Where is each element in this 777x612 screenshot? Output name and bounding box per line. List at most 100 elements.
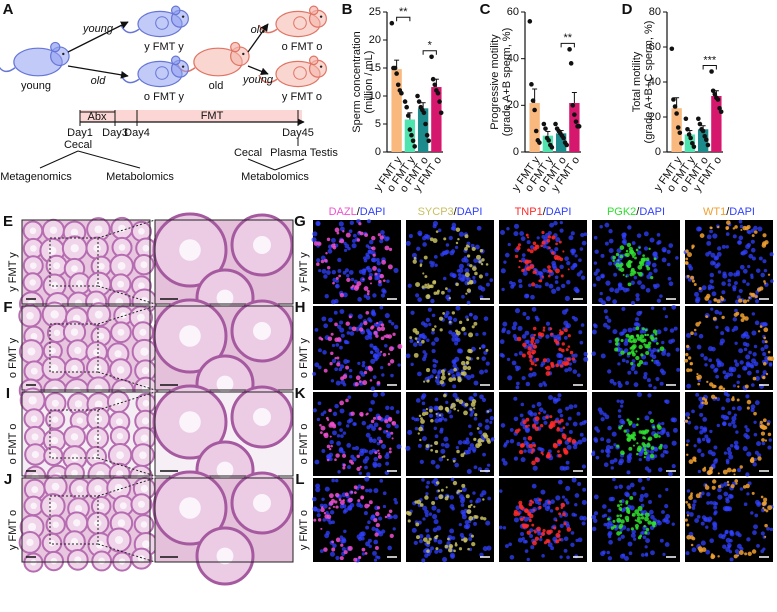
nucleus — [603, 323, 608, 328]
nucleus — [334, 367, 338, 371]
y-tick-label: 15 — [369, 62, 381, 74]
stain-signal — [467, 288, 471, 292]
nucleus — [557, 409, 562, 414]
nucleus — [434, 550, 438, 554]
nucleus — [594, 324, 598, 328]
nucleus — [601, 449, 605, 453]
stain-signal — [694, 457, 696, 459]
nucleus — [349, 375, 352, 378]
stain-signal — [701, 402, 704, 405]
nucleus — [486, 283, 490, 287]
nucleus — [747, 243, 751, 247]
nucleus — [526, 382, 531, 387]
stain-signal — [742, 316, 745, 319]
stain-signal — [555, 519, 557, 521]
stain-signal — [539, 279, 542, 282]
nucleus — [650, 350, 654, 354]
data-point — [408, 127, 413, 132]
nucleus — [627, 371, 631, 375]
stain-signal — [628, 283, 632, 287]
stain-signal — [651, 446, 655, 450]
stain-signal — [624, 253, 627, 256]
nucleus — [571, 354, 574, 357]
stain-signal — [527, 346, 531, 350]
stain-signal — [738, 298, 742, 302]
panel-letter: I — [6, 385, 10, 402]
stain-signal — [644, 334, 646, 336]
nucleus — [383, 491, 387, 495]
stain-signal — [607, 518, 610, 521]
nucleus — [316, 221, 321, 226]
stain-signal — [377, 416, 381, 420]
nucleus — [637, 280, 642, 285]
nucleus — [582, 516, 587, 521]
nucleus — [606, 551, 610, 555]
stain-signal — [626, 250, 628, 252]
nucleus — [515, 368, 519, 372]
fluorescence-image — [311, 219, 401, 304]
nucleus — [754, 433, 758, 437]
nucleus — [512, 361, 517, 366]
nucleus — [625, 381, 629, 385]
stain-signal — [320, 508, 324, 512]
stain-signal — [616, 253, 619, 256]
stain-signal — [564, 363, 567, 366]
stain-signal — [687, 275, 690, 278]
nucleus — [734, 342, 737, 345]
stain-signal — [562, 342, 565, 345]
fluorescence-image — [312, 477, 401, 563]
stain-signal — [562, 250, 564, 252]
data-point — [528, 19, 533, 24]
nucleus — [477, 226, 482, 231]
lumen — [32, 451, 39, 458]
nucleus — [735, 362, 739, 366]
lumen — [31, 486, 38, 493]
nucleus — [725, 530, 729, 534]
nucleus — [701, 540, 706, 545]
stain-signal — [426, 408, 428, 410]
stain-signal — [640, 353, 643, 356]
nucleus — [372, 293, 376, 297]
nucleus — [583, 357, 588, 362]
stain-signal — [706, 294, 710, 298]
nucleus — [371, 311, 376, 316]
nucleus — [333, 412, 337, 416]
nucleus — [324, 533, 329, 538]
stain-signal — [340, 544, 343, 547]
stain-signal — [532, 271, 535, 274]
nucleus — [425, 492, 428, 495]
stain-signal — [702, 468, 706, 472]
nucleus — [618, 285, 623, 290]
stain-signal — [430, 237, 434, 241]
nucleus — [406, 241, 411, 246]
nucleus — [606, 523, 610, 527]
row-label: y FMT o — [298, 510, 310, 550]
stain-signal — [652, 521, 656, 525]
nucleus — [752, 530, 757, 535]
stain-signal — [378, 233, 381, 236]
panel-letter: A — [3, 1, 14, 18]
stain-signal — [627, 243, 631, 247]
stain-signal — [466, 494, 470, 498]
nucleus — [486, 546, 491, 551]
nucleus — [509, 281, 513, 285]
nucleus — [463, 332, 466, 335]
nucleus — [706, 492, 710, 496]
stain-signal — [443, 394, 447, 398]
stain-signal — [702, 547, 707, 552]
stain-signal — [615, 338, 620, 343]
nucleus — [612, 478, 616, 482]
nucleus — [433, 364, 437, 368]
mouse-ear — [231, 42, 240, 51]
stain-signal — [765, 340, 768, 343]
nucleus — [628, 328, 633, 333]
nucleus — [645, 538, 650, 543]
lumen — [50, 227, 57, 234]
panel-letter: H — [295, 299, 306, 316]
stain-signal — [620, 350, 624, 354]
data-point — [709, 69, 714, 74]
nucleus — [630, 505, 635, 510]
nucleus — [753, 421, 756, 424]
stain-signal — [519, 260, 521, 262]
stain-signal — [533, 444, 536, 447]
